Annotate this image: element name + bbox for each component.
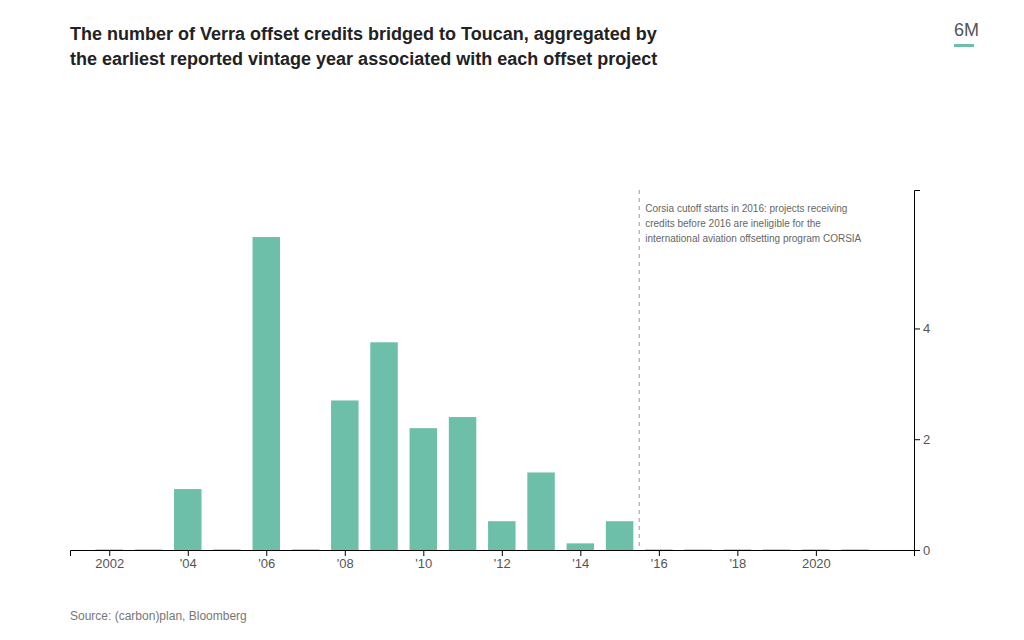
title-line: the earliest reported vintage year assoc…	[70, 49, 657, 69]
bar	[253, 237, 280, 550]
bar	[724, 549, 751, 550]
x-tick-mark	[659, 550, 660, 556]
x-axis-line	[71, 551, 915, 557]
bar	[292, 549, 319, 550]
x-tick-mark	[266, 550, 267, 556]
bar-series	[96, 237, 869, 550]
plot-area	[96, 190, 869, 550]
y-tick: 0	[914, 543, 930, 558]
x-tick-label: 2002	[95, 556, 124, 571]
bar	[449, 417, 476, 550]
x-tick: '18	[729, 550, 746, 571]
bar	[488, 521, 515, 550]
bar	[841, 549, 868, 550]
y-tick-label: 4	[923, 321, 930, 336]
y-tick: 2	[914, 432, 930, 447]
x-axis: 2002 '04 '06 '08 '10 '12 '14 '16 '18 2020	[71, 550, 915, 571]
legend-swatch	[954, 44, 974, 47]
x-tick-mark	[109, 550, 110, 556]
y-axis-line	[915, 191, 921, 551]
y-tick-label: 2	[923, 432, 930, 447]
bar	[527, 472, 554, 550]
bar	[763, 549, 790, 550]
source: Source: (carbon)plan, Bloomberg	[70, 609, 247, 623]
x-tick-mark	[188, 550, 189, 556]
y-tick-mark	[914, 328, 920, 329]
bar	[213, 549, 240, 550]
x-tick-mark	[580, 550, 581, 556]
x-tick-mark	[345, 550, 346, 556]
reference-line	[639, 190, 640, 550]
x-tick-label: '10	[415, 556, 432, 571]
bar	[802, 549, 829, 550]
x-tick-label: 2020	[802, 556, 831, 571]
bar	[684, 549, 711, 550]
x-tick: '08	[337, 550, 354, 571]
y-tick-mark	[914, 439, 920, 440]
x-tick: '12	[494, 550, 511, 571]
x-tick-label: '12	[494, 556, 511, 571]
x-tick-label: '14	[572, 556, 589, 571]
x-tick-mark	[737, 550, 738, 556]
bar	[174, 489, 201, 550]
x-tick: '06	[258, 550, 275, 571]
bar	[370, 342, 397, 550]
bar	[96, 549, 123, 550]
bar	[567, 543, 594, 550]
x-tick-mark	[502, 550, 503, 556]
x-tick: '14	[572, 550, 589, 571]
annotation-line: Corsia cutoff starts in 2016: projects r…	[645, 203, 847, 214]
x-tick-label: '18	[729, 556, 746, 571]
x-tick-label: '06	[258, 556, 275, 571]
y-tick: 4	[914, 321, 930, 336]
title-line: The number of Verra offset credits bridg…	[70, 24, 657, 44]
background	[0, 0, 1024, 640]
legend: 6M	[954, 20, 979, 47]
chart: The number of Verra offset credits bridg…	[0, 0, 1024, 640]
legend-label: 6M	[954, 20, 979, 40]
x-tick-mark	[423, 550, 424, 556]
bar	[645, 549, 672, 550]
bar	[331, 400, 358, 550]
annotation: Corsia cutoff starts in 2016: projects r…	[645, 203, 861, 244]
bar	[135, 549, 162, 550]
x-tick: '04	[180, 550, 197, 571]
x-tick-mark	[816, 550, 817, 556]
annotation-line: international aviation offsetting progra…	[645, 233, 861, 244]
y-tick-mark	[914, 550, 920, 551]
x-tick: 2020	[802, 550, 831, 571]
x-tick-label: '08	[337, 556, 354, 571]
title: The number of Verra offset credits bridg…	[70, 24, 657, 69]
x-tick-label: '04	[180, 556, 197, 571]
y-tick-label: 0	[923, 543, 930, 558]
x-tick-label: '16	[651, 556, 668, 571]
legend-item: 6M	[954, 20, 979, 47]
bar	[410, 428, 437, 550]
bar	[606, 521, 633, 550]
x-tick: 2002	[95, 550, 124, 571]
x-tick: '10	[415, 550, 432, 571]
y-axis: 0 2 4	[914, 191, 930, 558]
x-tick: '16	[651, 550, 668, 571]
annotation-line: credits before 2016 are ineligible for t…	[645, 218, 821, 229]
